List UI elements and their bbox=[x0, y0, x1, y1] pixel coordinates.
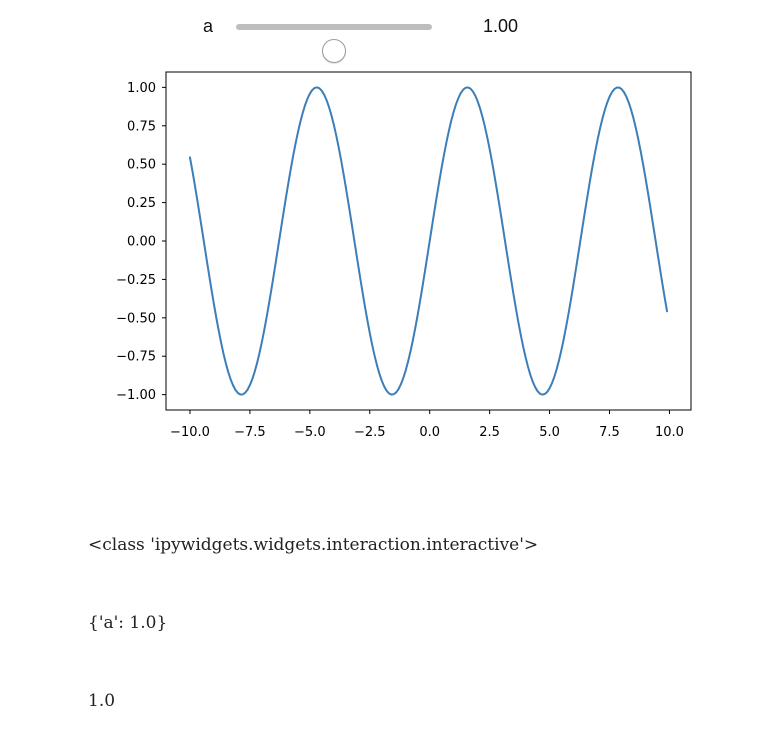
slider-track[interactable] bbox=[236, 24, 432, 63]
x-tick-label: 5.0 bbox=[539, 425, 560, 440]
y-tick-label: 0.25 bbox=[127, 196, 156, 211]
slider-widget: a 1.00 bbox=[0, 0, 758, 63]
x-tick-label: −10.0 bbox=[170, 425, 210, 440]
slider-label: a bbox=[203, 16, 214, 36]
slider-handle[interactable] bbox=[322, 39, 346, 63]
x-tick-label: −5.0 bbox=[294, 425, 326, 440]
sine-curve bbox=[188, 86, 669, 396]
y-tick-label: 0.75 bbox=[127, 119, 156, 134]
output-line-class: <class 'ipywidgets.widgets.interaction.i… bbox=[88, 535, 539, 555]
y-tick-label: 0.50 bbox=[127, 158, 156, 173]
y-tick-label: −0.50 bbox=[116, 311, 156, 326]
x-tick-label: 10.0 bbox=[655, 425, 684, 440]
x-tick-label: −2.5 bbox=[354, 425, 386, 440]
x-tick-label: 2.5 bbox=[479, 425, 500, 440]
output-line-value: 1.0 bbox=[88, 691, 116, 711]
sine-plot: 1.00 0.75 0.50 0.25 0.00 −0.25 −0.50 −0.75 −1.00… bbox=[116, 71, 692, 440]
y-tick-label: −0.75 bbox=[116, 350, 156, 365]
x-tick-label: 0.0 bbox=[419, 425, 440, 440]
y-tick-label: −0.25 bbox=[116, 273, 156, 288]
slider-readout: 1.00 bbox=[483, 16, 519, 36]
axes-frame bbox=[165, 71, 692, 411]
y-tick-label: 1.00 bbox=[127, 81, 156, 96]
y-tick-label: 0.00 bbox=[127, 235, 156, 250]
cell-output: <class 'ipywidgets.widgets.interaction.i… bbox=[88, 480, 538, 740]
x-tick-label: 7.5 bbox=[599, 425, 620, 440]
y-tick-label: −1.00 bbox=[116, 388, 156, 403]
output-line-kwargs: {'a': 1.0} bbox=[88, 613, 168, 633]
x-tick-label: −7.5 bbox=[234, 425, 266, 440]
